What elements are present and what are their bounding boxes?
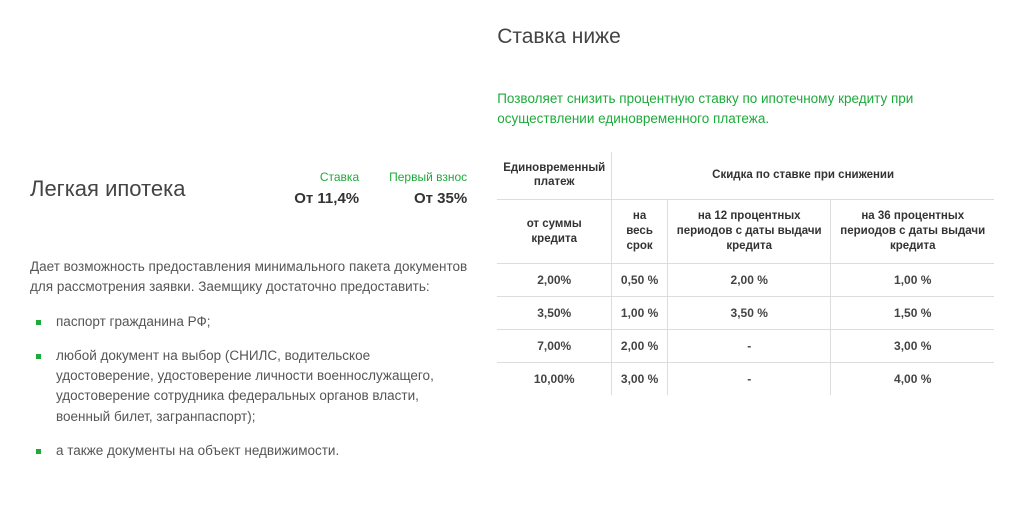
product-description: Дает возможность предоставления минималь…: [30, 257, 467, 298]
product-metrics: Ставка От 11,4% Первый взнос От 35%: [294, 170, 467, 207]
table-cell: 1,00 %: [831, 264, 994, 297]
table-cell: 1,50 %: [831, 297, 994, 330]
list-item: а также документы на объект недвижимости…: [30, 441, 467, 461]
table-cell: 3,50 %: [667, 297, 831, 330]
table-head-payment: Единовременный платеж: [497, 152, 612, 200]
metric-down-label: Первый взнос: [389, 170, 467, 184]
table-cell: 2,00 %: [667, 264, 831, 297]
table-subhead-4: на 36 процентных периодов с даты выдачи …: [831, 200, 994, 264]
document-list: паспорт гражданина РФ; любой документ на…: [30, 312, 467, 462]
metric-downpayment: Первый взнос От 35%: [389, 170, 467, 207]
metric-rate: Ставка От 11,4%: [294, 170, 359, 207]
table-row: 3,50% 1,00 % 3,50 % 1,50 %: [497, 297, 994, 330]
product-title: Легкая ипотека: [30, 176, 294, 202]
product-header: Легкая ипотека Ставка От 11,4% Первый вз…: [30, 170, 467, 207]
table-cell: -: [667, 330, 831, 363]
table-row: 10,00% 3,00 % - 4,00 %: [497, 363, 994, 396]
table-cell: 2,00 %: [612, 330, 668, 363]
section-title: Ставка ниже: [497, 25, 994, 49]
table-cell: 3,00 %: [831, 330, 994, 363]
metric-down-value: От 35%: [389, 190, 467, 207]
table-cell: 10,00%: [497, 363, 612, 396]
table-cell: 1,00 %: [612, 297, 668, 330]
table-cell: 0,50 %: [612, 264, 668, 297]
metric-rate-label: Ставка: [294, 170, 359, 184]
table-subhead-1: от суммы кредита: [497, 200, 612, 264]
table-cell: 2,00%: [497, 264, 612, 297]
table-cell: 3,00 %: [612, 363, 668, 396]
table-cell: 4,00 %: [831, 363, 994, 396]
table-cell: -: [667, 363, 831, 396]
list-item: паспорт гражданина РФ;: [30, 312, 467, 332]
metric-rate-value: От 11,4%: [294, 190, 359, 207]
table-subhead-2: на весь срок: [612, 200, 668, 264]
table-cell: 3,50%: [497, 297, 612, 330]
section-description: Позволяет снизить процентную ставку по и…: [497, 89, 994, 130]
table-head-discount-merged: Скидка по ставке при снижении: [612, 152, 994, 200]
rate-discount-table: Единовременный платеж Скидка по ставке п…: [497, 152, 994, 396]
list-item: любой документ на выбор (СНИЛС, водитель…: [30, 346, 467, 427]
right-column: Ставка ниже Позволяет снизить процентную…: [497, 20, 994, 492]
left-column: Легкая ипотека Ставка От 11,4% Первый вз…: [30, 20, 497, 492]
table-cell: 7,00%: [497, 330, 612, 363]
table-subhead-3: на 12 процентных периодов с даты выдачи …: [667, 200, 831, 264]
table-row: 2,00% 0,50 % 2,00 % 1,00 %: [497, 264, 994, 297]
table-row: 7,00% 2,00 % - 3,00 %: [497, 330, 994, 363]
